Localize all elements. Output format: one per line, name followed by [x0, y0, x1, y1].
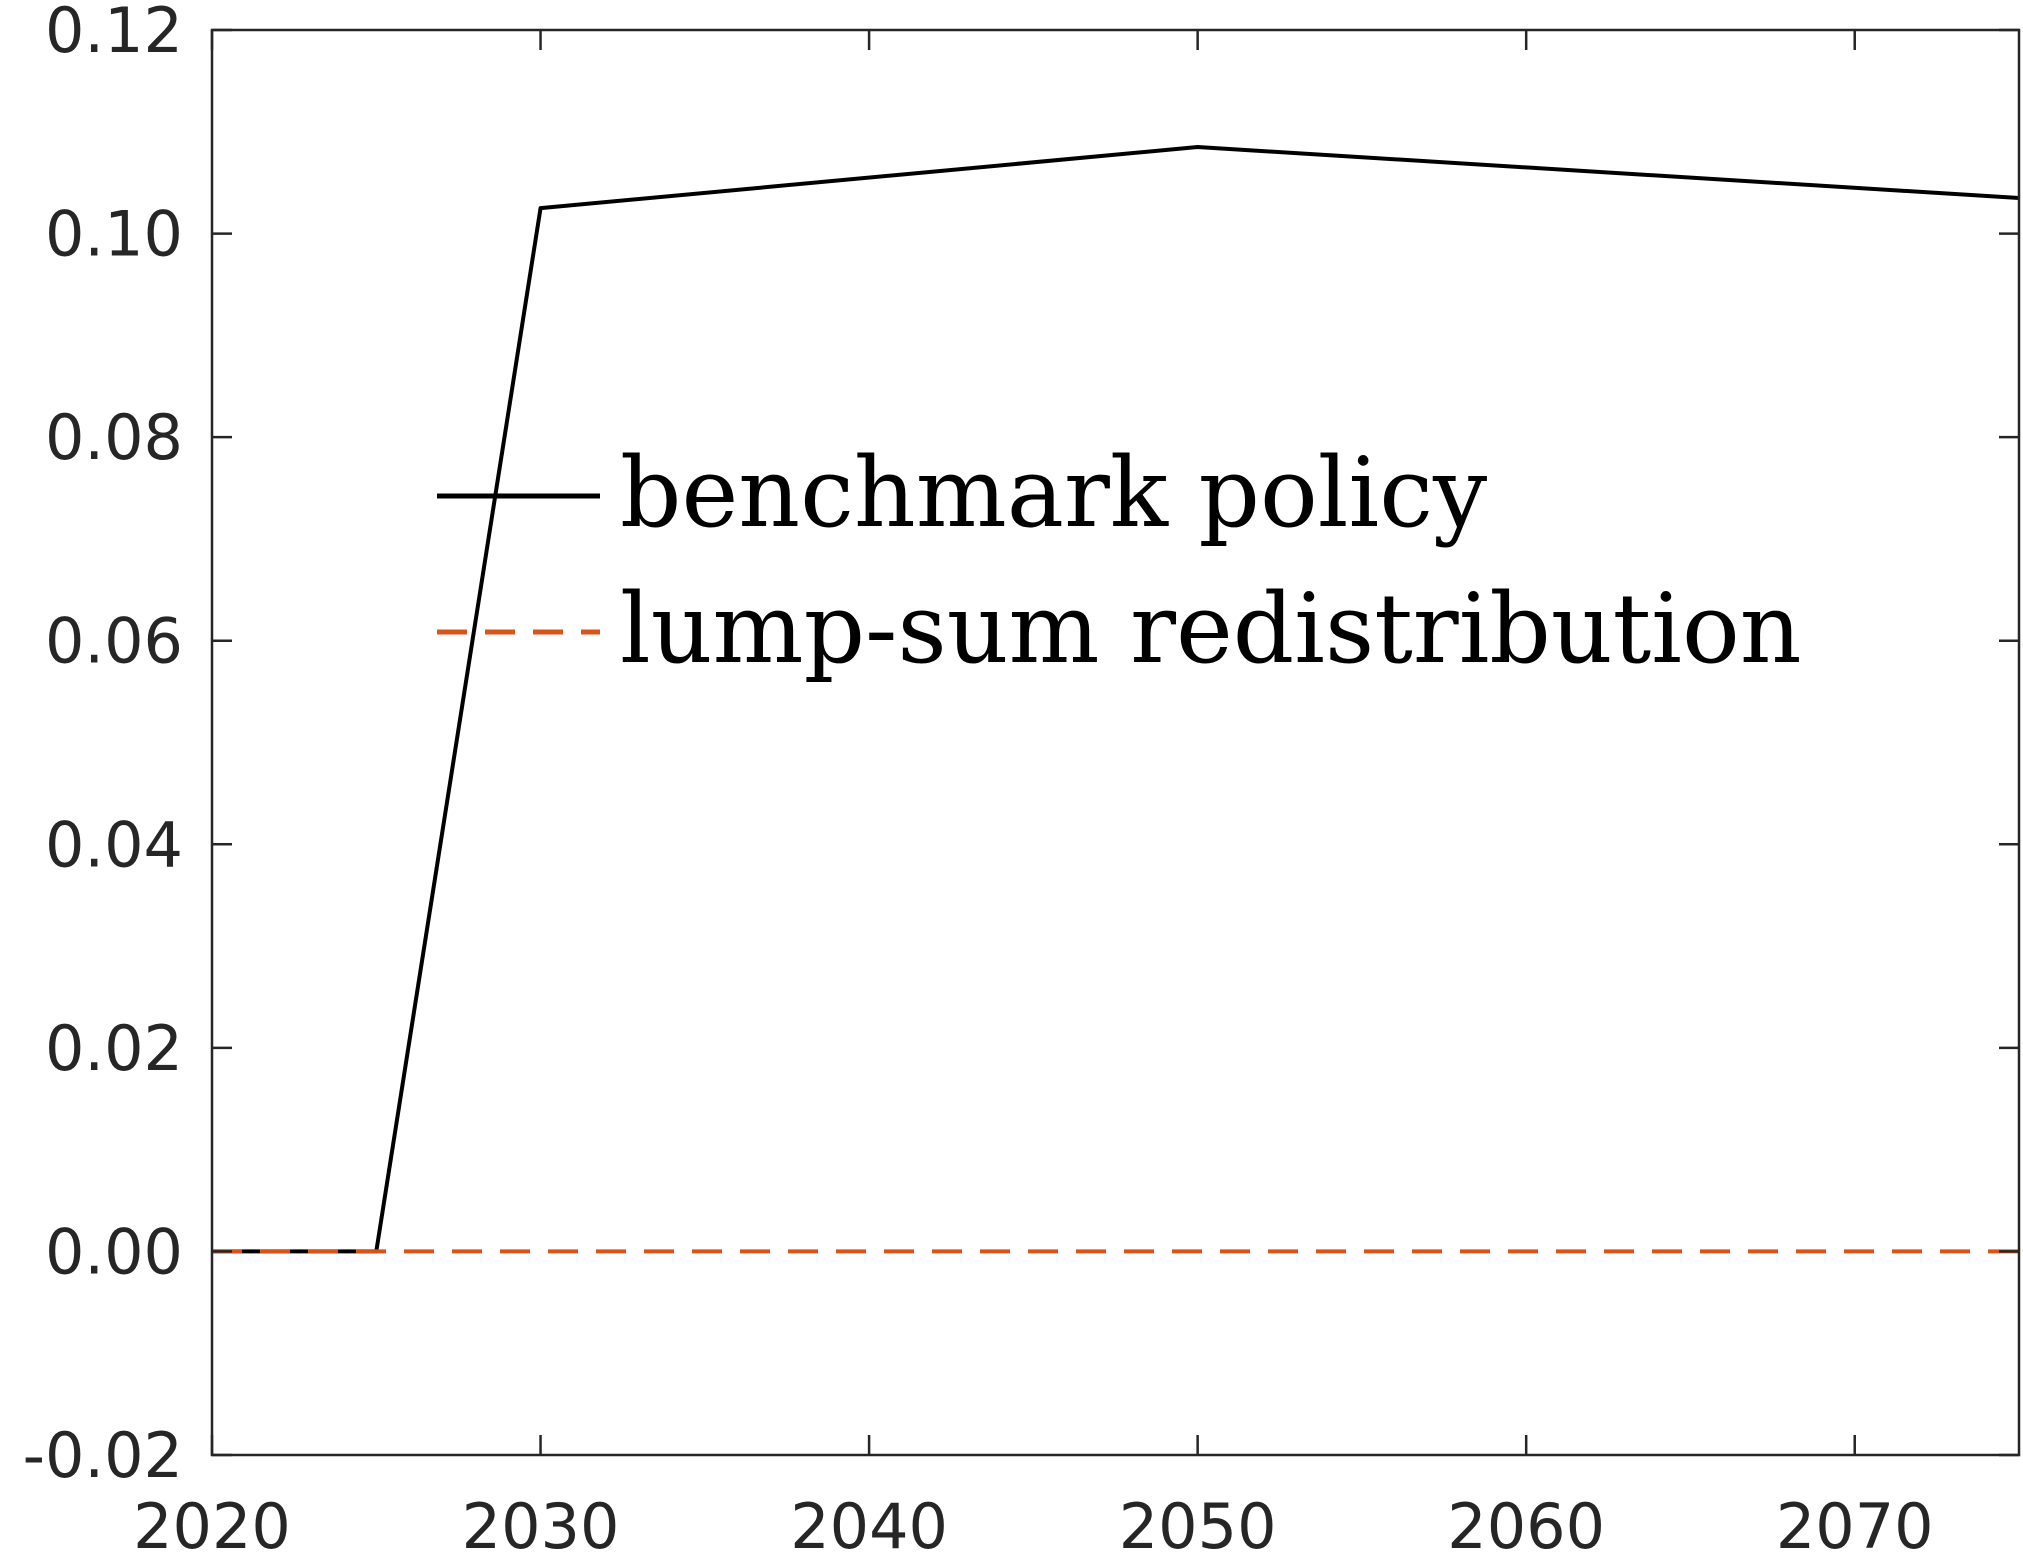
y-tick-label: 0.10: [45, 198, 183, 271]
legend-label: lump-sum redistribution: [620, 573, 1802, 685]
x-axis: 2020 2030 2040 2050 2060 2070: [133, 30, 1934, 1554]
legend-label: benchmark policy: [620, 437, 1487, 549]
legend: benchmark policy lump-sum redistribution: [437, 437, 1802, 685]
x-tick-label: 2050: [1119, 1490, 1277, 1554]
y-tick-label: -0.02: [23, 1419, 183, 1492]
y-tick-label: 0.02: [45, 1012, 183, 1085]
y-tick-label: 0.12: [45, 0, 183, 67]
y-tick-label: 0.08: [45, 401, 183, 474]
axes-box: [210, 28, 2021, 1457]
y-tick-label: 0.06: [45, 605, 183, 678]
x-tick-label: 2070: [1776, 1490, 1934, 1554]
y-axis: -0.02 0.00 0.02 0.04 0.06 0.08 0.10 0.12: [23, 0, 2019, 1492]
series-line-benchmark-policy: [212, 145, 2020, 1254]
x-tick-label: 2030: [462, 1490, 620, 1554]
series-layer: [212, 145, 2020, 1254]
x-tick-label: 2040: [790, 1490, 948, 1554]
x-tick-label: 2020: [133, 1490, 291, 1554]
y-tick-label: 0.04: [45, 808, 183, 881]
x-tick-label: 2060: [1447, 1490, 1605, 1554]
y-tick-label: 0.00: [45, 1215, 183, 1288]
